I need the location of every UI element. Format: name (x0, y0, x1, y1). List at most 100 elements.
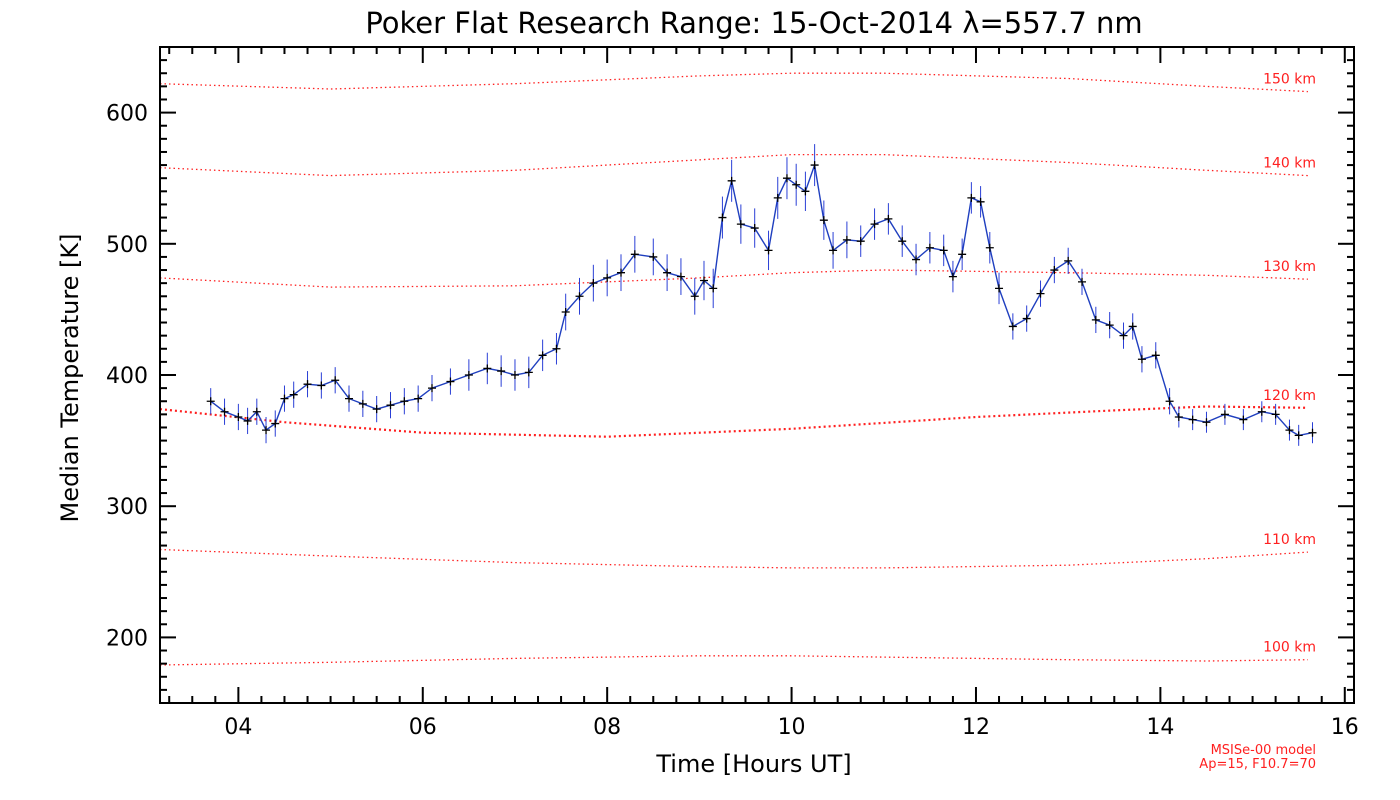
data-point (1064, 256, 1073, 265)
data-point (271, 419, 280, 428)
data-point (1220, 410, 1229, 419)
data-point (773, 193, 782, 202)
data-point (538, 351, 547, 360)
data-point (663, 268, 672, 277)
data-point (1078, 277, 1087, 286)
data-point (1008, 322, 1017, 331)
data-point (234, 412, 243, 421)
data-point (801, 187, 810, 196)
data-point (750, 224, 759, 233)
data-point (1202, 418, 1211, 427)
x-tick-label: 04 (224, 715, 252, 740)
data-point (1239, 415, 1248, 424)
model-note-name: MSISe-00 model (1211, 743, 1316, 758)
x-axis-label: Time [Hours UT] (655, 750, 851, 778)
data-point (400, 397, 409, 406)
data-point (819, 216, 828, 225)
data-point (252, 407, 261, 416)
data-point (1036, 289, 1045, 298)
data-point (792, 180, 801, 189)
data-point (617, 268, 626, 277)
data-point (220, 407, 229, 416)
data-point (995, 284, 1004, 293)
data-point (727, 176, 736, 185)
data-point (464, 371, 473, 379)
data-point (699, 276, 708, 285)
data-point (289, 390, 298, 399)
data-point (718, 213, 727, 222)
data-point (985, 243, 994, 252)
data-point (345, 394, 354, 403)
data-point (303, 380, 312, 389)
data-point (575, 292, 584, 301)
altitude-label: 120 km (1263, 388, 1316, 404)
data-point (358, 399, 367, 408)
data-point (1271, 410, 1280, 419)
data-point (483, 364, 492, 373)
y-tick-label: 600 (106, 102, 148, 127)
data-point (372, 405, 381, 414)
x-tick-label: 14 (1146, 715, 1174, 740)
x-tick-label: 16 (1331, 715, 1359, 740)
data-point (206, 397, 215, 406)
data-point (1285, 426, 1294, 435)
data-point (1257, 407, 1266, 416)
data-point (446, 377, 455, 386)
data-point (589, 279, 598, 288)
model-curves: 150 km 140 km 130 km 120 km 110 km 100 km (159, 72, 1316, 666)
data-point (925, 243, 934, 252)
data-point (1105, 321, 1114, 330)
data-point (898, 237, 907, 246)
data-point (603, 273, 612, 282)
data-point (386, 401, 395, 410)
data-point (427, 384, 436, 393)
data-point (736, 220, 745, 229)
data-point (967, 193, 976, 202)
data-point (1174, 412, 1183, 421)
altitude-label: 130 km (1263, 259, 1316, 275)
data-point (870, 220, 879, 229)
data-point (1128, 322, 1137, 331)
data-point (649, 252, 658, 261)
data-point (510, 371, 519, 379)
data-series (206, 144, 1317, 446)
data-point (958, 250, 967, 259)
data-point (1308, 428, 1317, 437)
data-point (331, 376, 340, 385)
data-point (630, 250, 639, 259)
data-point (976, 197, 985, 206)
chart-title: Poker Flat Research Range: 15-Oct-2014 λ… (365, 6, 1142, 40)
data-point (690, 292, 699, 301)
x-tick-label: 08 (593, 715, 621, 740)
altitude-label: 110 km (1263, 532, 1316, 548)
data-point (1137, 355, 1146, 364)
data-point (856, 237, 865, 246)
data-point (317, 381, 326, 390)
x-tick-label: 12 (962, 715, 990, 740)
altitude-label: 140 km (1263, 156, 1316, 172)
y-tick-label: 500 (106, 233, 148, 258)
data-point (884, 214, 893, 223)
data-point (280, 394, 289, 403)
data-point (764, 246, 773, 255)
y-tick-label: 200 (106, 626, 148, 651)
data-point (782, 174, 791, 183)
x-tick-label: 10 (778, 715, 806, 740)
y-tick-label: 300 (106, 495, 148, 520)
temperature-line (210, 164, 1313, 437)
data-point (939, 246, 948, 255)
data-point (1294, 431, 1303, 440)
data-point (829, 246, 838, 255)
data-point (1151, 351, 1160, 360)
altitude-label: 150 km (1263, 72, 1316, 88)
data-point (552, 344, 561, 353)
data-point (414, 394, 423, 403)
data-point (676, 272, 685, 281)
data-point (912, 255, 921, 264)
data-point (842, 235, 851, 244)
data-point (1119, 331, 1128, 340)
data-point (524, 368, 533, 377)
data-point (561, 308, 570, 317)
